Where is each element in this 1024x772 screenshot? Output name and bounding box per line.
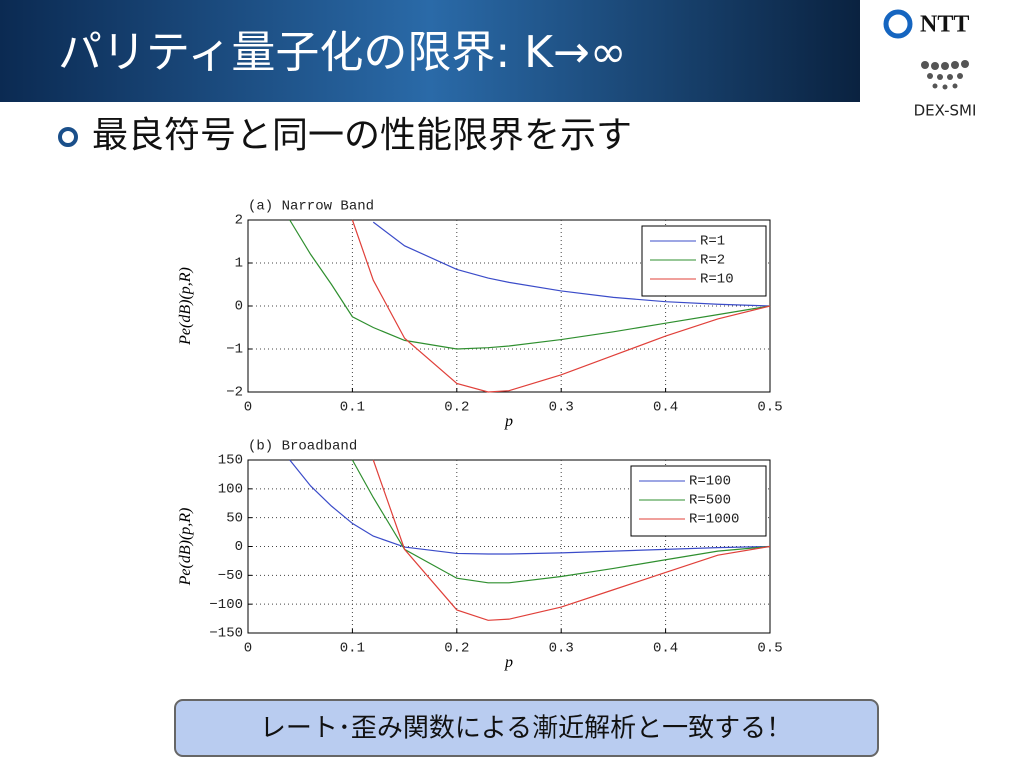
y-tick-label: 0 bbox=[235, 539, 243, 555]
data-line bbox=[372, 221, 771, 307]
slide-title: パリティ量子化の限界: K→∞ bbox=[58, 27, 627, 78]
data-line bbox=[289, 459, 771, 555]
y-tick-label: 50 bbox=[226, 510, 243, 526]
x-tick-label: 0.4 bbox=[653, 400, 678, 416]
y-tick-label: −2 bbox=[226, 385, 243, 401]
legend-label: R=500 bbox=[689, 493, 731, 509]
logo-text: NTT bbox=[920, 12, 969, 38]
y-tick-label: 1 bbox=[235, 256, 243, 272]
legend-box bbox=[641, 225, 767, 297]
x-tick-label: 0 bbox=[244, 641, 252, 657]
x-tick-label: 0.1 bbox=[340, 641, 365, 657]
x-tick-label: 0.2 bbox=[444, 641, 469, 657]
note-box bbox=[174, 699, 879, 757]
note-text: レート･歪み関数による漸近解析と一致する！ bbox=[260, 714, 792, 744]
x-tick-label: 0.2 bbox=[444, 400, 469, 416]
logo-dots bbox=[921, 60, 969, 90]
y-tick-label: −100 bbox=[209, 597, 243, 613]
y-tick-label: 0 bbox=[235, 299, 243, 315]
data-line bbox=[351, 459, 771, 584]
y-tick-label: 2 bbox=[235, 213, 243, 229]
x-axis-label: p bbox=[504, 413, 513, 430]
logo-subtext: DEX-SMI bbox=[914, 102, 977, 120]
y-axis-label: Pe(dB)(p,R) bbox=[177, 267, 194, 346]
legend-label: R=1000 bbox=[689, 512, 739, 528]
x-tick-label: 0.3 bbox=[549, 400, 574, 416]
legend-label: R=1 bbox=[700, 234, 725, 250]
x-tick-label: 0.3 bbox=[549, 641, 574, 657]
logo-icon bbox=[883, 9, 913, 39]
x-axis-label: p bbox=[504, 654, 513, 671]
data-line bbox=[372, 459, 771, 621]
x-tick-label: 0 bbox=[244, 400, 252, 416]
data-line bbox=[351, 219, 771, 393]
chart-title: (a) Narrow Band bbox=[248, 199, 374, 215]
y-tick-label: −50 bbox=[218, 568, 243, 584]
x-tick-label: 0.4 bbox=[653, 641, 678, 657]
header-band bbox=[0, 0, 860, 102]
bullet-text: 最良符号と同一の性能限界を示す bbox=[92, 115, 632, 156]
legend-box bbox=[630, 465, 767, 537]
bullet-icon bbox=[58, 127, 78, 147]
legend-label: R=10 bbox=[700, 272, 734, 288]
chart-title: (b) Broadband bbox=[248, 439, 357, 455]
x-tick-label: 0.5 bbox=[757, 400, 782, 416]
legend-label: R=2 bbox=[700, 253, 725, 269]
y-tick-label: −1 bbox=[226, 342, 243, 358]
y-tick-label: 150 bbox=[218, 453, 243, 469]
y-tick-label: 100 bbox=[218, 482, 243, 498]
data-line bbox=[289, 219, 771, 350]
x-tick-label: 0.1 bbox=[340, 400, 365, 416]
legend-label: R=100 bbox=[689, 474, 731, 490]
x-tick-label: 0.5 bbox=[757, 641, 782, 657]
y-tick-label: −150 bbox=[209, 626, 243, 642]
y-axis-label: Pe(dB)(p,R) bbox=[177, 508, 194, 587]
